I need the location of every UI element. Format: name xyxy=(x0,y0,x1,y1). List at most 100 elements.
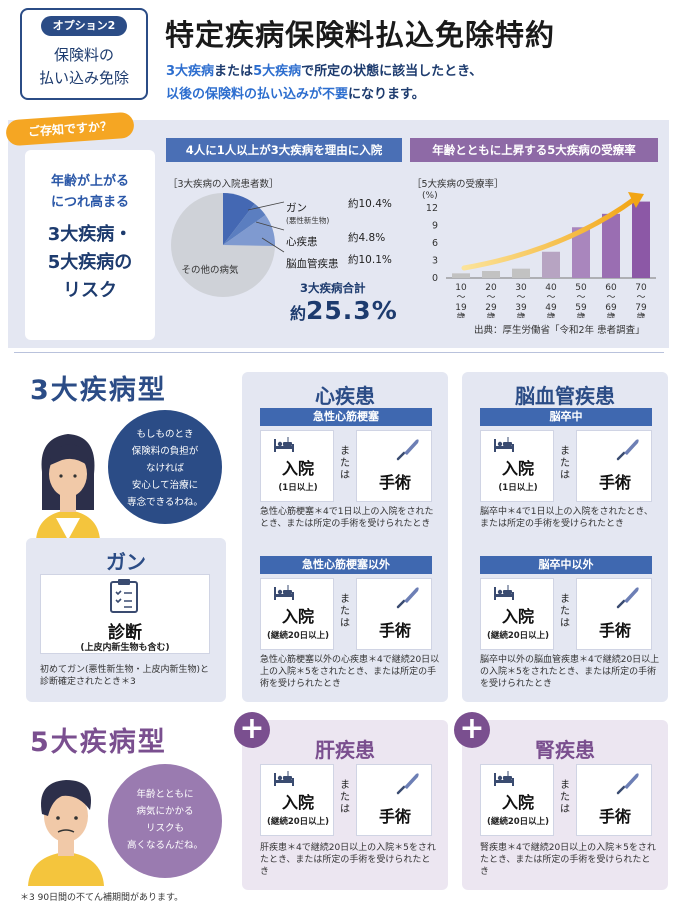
shin-b-desc: 急性心筋梗塞以外の心疾患＊4で継続20日以上の入院＊5をされたとき、または所定の… xyxy=(260,655,440,689)
pie-total: 約25.3% xyxy=(290,296,398,325)
shin-a-desc: 急性心筋梗塞＊4で1日以上の入院をされたとき、または所定の手術を受けられたとき xyxy=(260,507,434,529)
bar-xlabel: 50 xyxy=(575,283,587,293)
kan-scalpel-icon xyxy=(395,771,421,799)
shin-a-in-box: 入院 (1日以上) xyxy=(260,430,334,502)
jin-op-box: 手術 xyxy=(576,764,652,836)
shin-b-bar: 急性心筋梗塞以外 xyxy=(260,556,432,574)
nou-b-bar: 脳卒中以外 xyxy=(480,556,652,574)
jin-in-sub: (継続20日以上) xyxy=(486,817,550,827)
pie-caption: ［3大疾病の入院患者数］ xyxy=(168,179,279,190)
nou-a-bed-icon xyxy=(493,437,515,457)
bar-0 xyxy=(452,273,470,278)
bar-xlabel: 20 xyxy=(485,283,497,293)
bar-header: 年齢とともに上昇する5大疾病の受療率 xyxy=(410,138,658,162)
lead-part1: 3大疾病 xyxy=(166,64,215,79)
bar-xlabel: 歳 xyxy=(456,311,465,318)
bar-xlabel: 69 xyxy=(605,303,617,313)
kan-plus-icon: + xyxy=(234,712,270,748)
lead-line2a: 以後の保険料の払い込みが不要 xyxy=(166,87,349,102)
bar-xlabel: 19 xyxy=(455,303,467,313)
lead-line2: 以後の保険料の払い込みが不要になります。 xyxy=(166,83,425,102)
lead-part3: 5大疾病 xyxy=(253,64,302,79)
nou-a-in-label: 入院 xyxy=(501,459,534,478)
bar-xlabel: 〜 xyxy=(516,293,525,303)
clipboard-icon xyxy=(110,579,138,613)
nou-b-or: または xyxy=(560,594,570,629)
bar-xlabel: 歳 xyxy=(576,311,585,318)
gan-label: 診断 xyxy=(108,623,142,643)
shin-a-op-label: 手術 xyxy=(378,473,411,492)
nou-a-op-label: 手術 xyxy=(598,473,631,492)
pie-slice-shin xyxy=(223,203,266,245)
lead-line1: 3大疾病または5大疾病で所定の状態に該当したとき、 xyxy=(166,60,482,79)
nou-a-or: または xyxy=(560,446,570,481)
lead-part2: または xyxy=(214,64,254,79)
shin-b-in-label: 入院 xyxy=(281,607,314,626)
pie-total-value: 25.3% xyxy=(306,296,398,325)
nou-a-in-sub: (1日以上) xyxy=(498,483,538,493)
pie-total-label: 3大疾病合計 xyxy=(300,281,366,295)
bar-xlabel: 60 xyxy=(605,283,617,293)
kan-bed-icon xyxy=(273,771,295,791)
know-l4: 5大疾病の xyxy=(47,252,133,273)
jin-in-label: 入院 xyxy=(501,793,534,812)
jin-bed-icon xyxy=(493,771,515,791)
bar-ylabel: (%) xyxy=(422,191,438,201)
nou-b-in-label: 入院 xyxy=(501,607,534,626)
shin-a-or: または xyxy=(340,446,350,481)
kan-op-label: 手術 xyxy=(378,807,411,826)
bar-6 xyxy=(632,201,650,278)
bar-5 xyxy=(602,213,620,278)
jin-desc: 腎疾患＊4で継続20日以上の入院＊5をされたとき、または所定の手術を受けられたと… xyxy=(480,843,656,877)
nou-title: 脳血管疾患 xyxy=(515,384,615,408)
shin-b-in-sub: (継続20日以上) xyxy=(266,631,330,641)
shin-b-op-box: 手術 xyxy=(356,578,432,650)
bar-ytick: 12 xyxy=(426,203,438,214)
nou-a-in-box: 入院 (1日以上) xyxy=(480,430,554,502)
bar-xlabel: 59 xyxy=(575,303,587,313)
shin-b-scalpel-icon xyxy=(395,585,421,613)
shin-title: 心疾患 xyxy=(315,384,375,408)
five-bubble-1: 年齢とともに xyxy=(136,789,194,800)
bar-xlabel: 〜 xyxy=(456,293,465,303)
bar-xlabel: 39 xyxy=(515,303,527,313)
bar-chart: (%)12963010〜19歳20〜29歳30〜39歳40〜49歳50〜59歳6… xyxy=(422,191,656,318)
three-bubble-1: もしものとき xyxy=(136,429,194,440)
pie-leader-lines xyxy=(247,201,285,253)
five-bubble-4: 高くなるんだね。 xyxy=(126,840,203,851)
bar-3 xyxy=(542,251,560,278)
three-title: 3大疾病型 xyxy=(30,375,167,406)
kan-in-box: 入院 (継続20日以上) xyxy=(260,764,334,836)
bar-header-text: 年齢とともに上昇する5大疾病の受療率 xyxy=(432,143,636,157)
bar-ytick: 9 xyxy=(432,221,438,232)
five-bubble-2: 病気にかかる xyxy=(136,806,194,817)
pie-item-shin-value: 約4.8% xyxy=(348,232,386,244)
know-text: 年齢が上がる につれ高まる 3大疾病・ 5大疾病の リスク xyxy=(25,170,155,302)
kan-desc: 肝疾患＊4で継続20日以上の入院＊5をされたとき、または所定の手術を受けられたと… xyxy=(260,843,436,877)
know-l1: 年齢が上がる xyxy=(50,174,129,189)
pie-item-shin-label: 心疾患 xyxy=(286,236,318,248)
kan-in-sub: (継続20日以上) xyxy=(266,817,330,827)
bar-xlabel: 29 xyxy=(485,303,497,313)
know-l3: 3大疾病・ xyxy=(47,224,133,245)
shin-a-bar: 急性心筋梗塞 xyxy=(260,408,432,426)
bar-xlabel: 〜 xyxy=(546,293,555,303)
jin-in-box: 入院 (継続20日以上) xyxy=(480,764,554,836)
divider xyxy=(14,352,664,353)
bar-ytick: 3 xyxy=(432,256,438,267)
bar-source: 出典：厚生労働省「令和2年 患者調査」 xyxy=(474,325,645,336)
bar-1 xyxy=(482,271,500,278)
bar-xlabel: 70 xyxy=(635,283,647,293)
bar-xlabel: 歳 xyxy=(636,311,645,318)
pie-item-nou-label: 脳血管疾患 xyxy=(286,258,339,270)
nou-a-desc: 脳卒中＊4で1日以上の入院をされたとき、または所定の手術を受けられたとき xyxy=(480,507,653,529)
kan-title: 肝疾患 xyxy=(315,738,375,762)
bar-xlabel: 〜 xyxy=(486,293,495,303)
pie-item-gan-value: 約10.4% xyxy=(348,198,392,210)
nou-b-op-box: 手術 xyxy=(576,578,652,650)
bar-xlabel: 歳 xyxy=(546,311,555,318)
bar-xlabel: 10 xyxy=(455,283,467,293)
option-box: オプション2 保険料の 払い込み免除 xyxy=(20,8,148,100)
shin-b-in-box: 入院 (継続20日以上) xyxy=(260,578,334,650)
pie-header: 4人に1人以上が3大疾病を理由に入院 xyxy=(166,138,402,162)
